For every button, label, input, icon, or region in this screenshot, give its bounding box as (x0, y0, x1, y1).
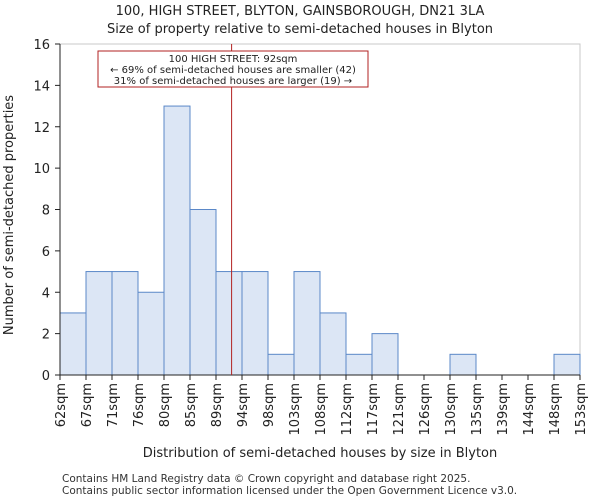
x-tick-label-139sqm: 139sqm (496, 383, 511, 436)
bar-98sqm (267, 353, 295, 376)
bar-130sqm (449, 353, 477, 376)
y-tick-label-0: 0 (42, 369, 50, 384)
x-tick-label-135sqm: 135sqm (470, 383, 485, 436)
annotation-line-1: 100 HIGH STREET: 92sqm (169, 54, 298, 65)
y-tick-label-14: 14 (33, 79, 50, 94)
x-tick-label-148sqm: 148sqm (548, 383, 563, 436)
annotation-line-3: 31% of semi-detached houses are larger (… (114, 76, 352, 87)
x-tick-label-121sqm: 121sqm (392, 383, 407, 436)
bar-89sqm (215, 271, 243, 376)
annotation-line-2: ← 69% of semi-detached houses are smalle… (110, 65, 356, 76)
x-tick-label-144sqm: 144sqm (522, 383, 537, 436)
x-tick-label-103sqm: 103sqm (288, 383, 303, 436)
x-tick-label-67sqm: 67sqm (80, 383, 95, 427)
x-tick-label-108sqm: 108sqm (314, 383, 329, 436)
y-tick-label-12: 12 (33, 121, 50, 136)
y-tick-label-16: 16 (33, 38, 50, 53)
bar-71sqm (111, 271, 139, 376)
bar-67sqm (85, 271, 113, 376)
bar-85sqm (189, 209, 217, 376)
bar-112sqm (345, 353, 373, 376)
bar-80sqm (163, 105, 191, 376)
annotation-box (97, 50, 369, 88)
x-tick-label-71sqm: 71sqm (106, 383, 121, 427)
x-tick-label-117sqm: 117sqm (366, 383, 381, 436)
x-axis-label: Distribution of semi-detached houses by … (143, 446, 497, 461)
x-tick-label-62sqm: 62sqm (54, 383, 69, 427)
x-tick-label-130sqm: 130sqm (444, 383, 459, 436)
bar-94sqm (241, 271, 269, 376)
bar-117sqm (371, 333, 399, 376)
y-tick-label-8: 8 (42, 204, 50, 219)
x-tick-label-80sqm: 80sqm (158, 383, 173, 427)
y-tick-label-10: 10 (33, 162, 50, 177)
x-tick-label-112sqm: 112sqm (340, 383, 355, 436)
y-ticks-group: 0 2 4 6 8 10 12 14 16 (33, 38, 60, 384)
bar-76sqm (137, 291, 165, 376)
bar-108sqm (319, 312, 347, 376)
footer-line-1: Contains HM Land Registry data © Crown c… (62, 473, 471, 485)
y-tick-label-2: 2 (42, 328, 50, 343)
bar-103sqm (293, 271, 321, 376)
footer-line-2: Contains public sector information licen… (62, 485, 518, 497)
x-tick-label-153sqm: 153sqm (574, 383, 589, 436)
bar-148sqm (553, 353, 581, 376)
y-tick-label-6: 6 (42, 245, 50, 260)
bar-62sqm (59, 312, 87, 376)
chart-title: 100, HIGH STREET, BLYTON, GAINSBOROUGH, … (115, 4, 485, 19)
chart-subtitle: Size of property relative to semi-detach… (106, 22, 494, 37)
x-ticks-group: 62sqm 67sqm 71sqm 76sqm 80sqm 85sqm 89sqm 94sqm… (54, 375, 589, 436)
x-tick-label-94sqm: 94sqm (236, 383, 251, 427)
bars-group (59, 105, 581, 376)
x-tick-label-76sqm: 76sqm (132, 383, 147, 427)
x-tick-label-85sqm: 85sqm (184, 383, 199, 427)
y-tick-label-4: 4 (42, 286, 50, 301)
x-tick-label-98sqm: 98sqm (262, 383, 277, 427)
y-axis-label: Number of semi-detached properties (2, 95, 17, 335)
x-tick-label-126sqm: 126sqm (418, 383, 433, 436)
x-tick-label-89sqm: 89sqm (210, 383, 225, 427)
